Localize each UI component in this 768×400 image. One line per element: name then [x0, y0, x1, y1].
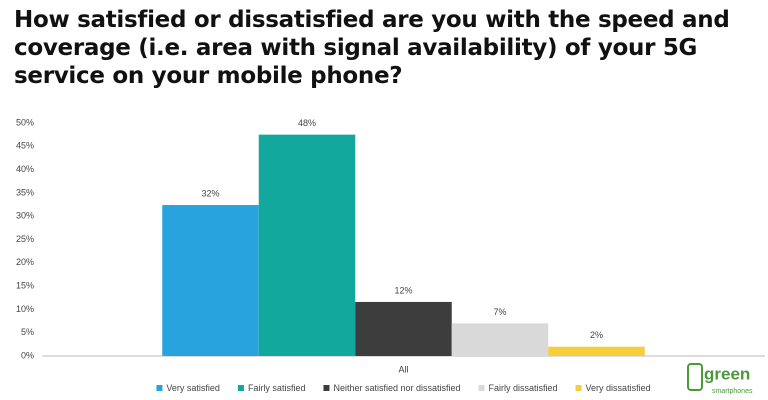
y-tick-label: 20% [16, 257, 34, 267]
bar [451, 323, 549, 356]
legend-swatch [575, 385, 582, 391]
legend-swatch [323, 385, 330, 391]
y-tick-label: 25% [16, 234, 34, 244]
x-tick-label: All [398, 364, 408, 374]
y-tick-label: 35% [16, 187, 34, 197]
logo-text: green [704, 364, 750, 383]
legend-swatch [237, 385, 244, 391]
bar [258, 134, 356, 356]
bar [162, 205, 259, 356]
y-tick-label: 10% [16, 304, 34, 314]
value-label: 2% [590, 330, 603, 340]
y-tick-label: 40% [16, 164, 34, 174]
value-label: 12% [394, 285, 412, 295]
legend-label: Very satisfied [166, 383, 220, 393]
y-tick-label: 5% [21, 327, 34, 337]
y-tick-label: 50% [16, 117, 34, 127]
legend-label: Neither satisfied nor dissatisfied [333, 383, 460, 393]
legend-label: Very dissatisfied [586, 383, 651, 393]
y-tick-label: 15% [16, 280, 34, 290]
logo-tagline: smartphones [712, 388, 753, 395]
legend-swatch [478, 385, 485, 391]
y-tick-label: 0% [21, 350, 34, 360]
chart-title: How satisfied or dissatisfied are you wi… [14, 7, 730, 89]
value-label: 32% [201, 188, 219, 198]
value-label: 48% [298, 118, 316, 128]
bar [355, 301, 452, 356]
value-label: 7% [493, 307, 506, 317]
y-tick-label: 30% [16, 211, 34, 221]
legend-label: Fairly dissatisfied [489, 383, 558, 393]
bar [548, 346, 645, 356]
legend-label: Fairly satisfied [248, 383, 306, 393]
y-tick-label: 45% [16, 141, 34, 151]
logo-icon [687, 363, 703, 391]
legend-swatch [156, 385, 163, 391]
logo: green smartphones [687, 363, 753, 395]
